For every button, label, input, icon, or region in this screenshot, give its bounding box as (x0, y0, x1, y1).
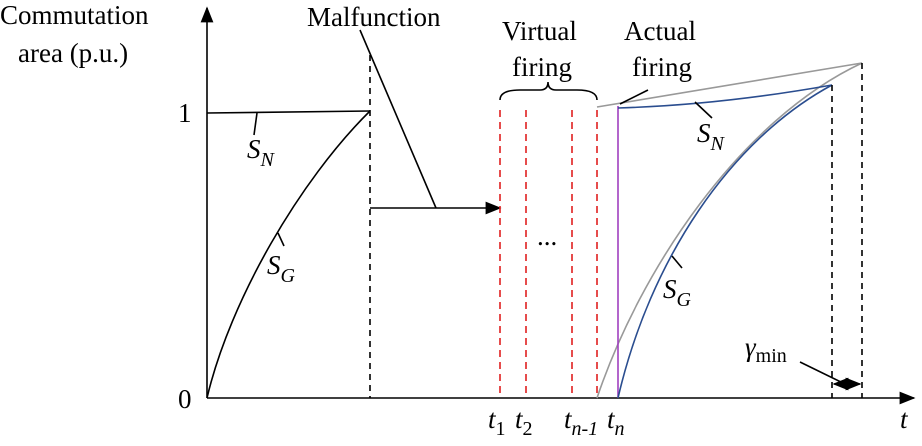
leader (253, 112, 258, 136)
gray-sg (596, 62, 863, 399)
label-part: N (710, 133, 726, 155)
label-part: t (564, 404, 573, 434)
time-label: t1 (488, 404, 506, 440)
leader (619, 89, 649, 105)
label-part: γ (745, 332, 757, 362)
time-label: t2 (515, 404, 533, 440)
curve-label: SN (247, 134, 276, 171)
ellipsis: ... (537, 221, 557, 251)
curves (206, 29, 863, 399)
x-title: t (900, 404, 909, 434)
label-part: 2 (523, 418, 533, 440)
label-part: S (247, 134, 261, 164)
label-part: N (260, 149, 276, 171)
label-part: n-1 (572, 418, 599, 440)
time-label: tn-1 (564, 404, 598, 440)
curve-label: SG (663, 274, 692, 311)
leader (694, 101, 713, 119)
blue-sg (617, 84, 833, 399)
sg-curve (206, 110, 371, 399)
curve-label: SG (267, 250, 296, 287)
label-part: t (488, 404, 497, 434)
label-part: min (756, 345, 787, 367)
virtual-firings (499, 110, 598, 398)
gray-sn (596, 62, 863, 108)
time-label: tn (607, 404, 625, 440)
curve-label: SN (697, 118, 726, 155)
label-part: t (515, 404, 524, 434)
label-part: G (677, 289, 692, 311)
y-tick-label: 0 (178, 384, 192, 414)
sn-line (206, 110, 371, 114)
annotation: Actual (624, 16, 696, 46)
label-part: S (267, 250, 281, 280)
label-part: S (663, 274, 677, 304)
annotation: firing (512, 52, 572, 82)
label-part: t (607, 404, 616, 434)
blue-sn (617, 84, 833, 109)
y-tick-label: 1 (178, 98, 192, 128)
y-title: area (p.u.) (18, 38, 128, 68)
label-part: G (281, 265, 296, 287)
leader (277, 232, 285, 247)
label-part: S (697, 118, 711, 148)
annotation: Malfunction (307, 2, 441, 32)
label-part: n (615, 418, 625, 440)
brace (499, 81, 598, 101)
annotation: Virtual (502, 16, 577, 46)
leader (359, 29, 437, 209)
leader (799, 361, 846, 385)
gamma-label: γmin (745, 332, 787, 367)
label-part: 1 (496, 418, 506, 440)
leader (671, 255, 683, 269)
annotation: firing (632, 52, 692, 82)
axes (200, 6, 916, 405)
y-title: Commutation (0, 0, 149, 30)
